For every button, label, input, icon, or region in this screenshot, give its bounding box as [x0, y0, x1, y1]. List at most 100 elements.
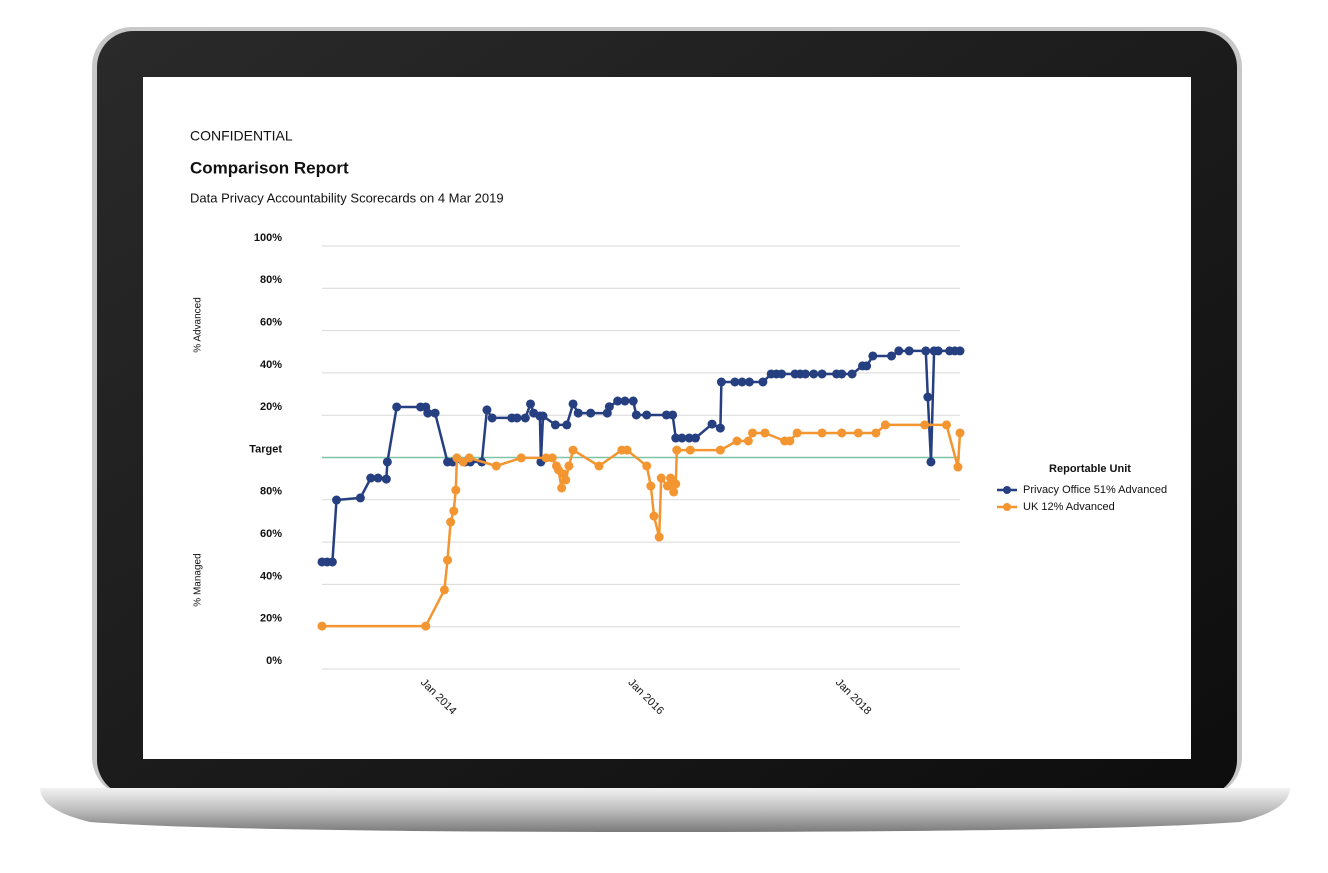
data-point — [853, 428, 863, 438]
data-point — [926, 457, 936, 467]
data-point — [669, 487, 679, 497]
data-point — [656, 473, 666, 483]
data-point — [685, 445, 695, 455]
data-point — [642, 410, 652, 420]
data-point — [631, 410, 641, 420]
data-point — [933, 346, 943, 356]
data-point — [373, 473, 383, 483]
data-point — [837, 428, 847, 438]
data-point — [671, 433, 681, 443]
y-tick-label: 60% — [260, 317, 282, 329]
data-point — [327, 557, 337, 567]
chart-title: Comparison Report — [190, 158, 349, 177]
data-point — [487, 413, 497, 423]
data-point — [520, 413, 530, 423]
data-point — [568, 399, 578, 409]
legend-label: Privacy Office 51% Advanced — [1023, 484, 1167, 496]
data-point — [792, 428, 802, 438]
data-point — [561, 475, 571, 485]
data-point — [381, 474, 391, 484]
laptop-base — [40, 788, 1290, 832]
data-point — [684, 433, 694, 443]
data-point — [642, 461, 652, 471]
data-point — [526, 399, 536, 409]
data-point — [748, 428, 758, 438]
data-point — [671, 479, 681, 489]
data-point — [817, 428, 827, 438]
data-point — [662, 481, 672, 491]
data-point — [800, 369, 810, 379]
data-point — [737, 377, 747, 387]
data-point — [594, 461, 604, 471]
y-tick-label: 80% — [260, 274, 282, 286]
data-point — [732, 436, 742, 446]
data-point — [760, 428, 770, 438]
data-point — [862, 361, 872, 371]
data-point — [562, 420, 572, 430]
data-point — [547, 453, 557, 463]
legend-marker — [1003, 503, 1011, 511]
data-point — [430, 408, 440, 418]
data-point — [942, 420, 952, 430]
data-point — [646, 481, 656, 491]
legend-label: UK 12% Advanced — [1023, 501, 1115, 513]
data-point — [568, 445, 578, 455]
data-point — [880, 420, 890, 430]
data-point — [449, 506, 459, 516]
data-point — [677, 433, 687, 443]
data-point — [743, 436, 753, 446]
data-point — [868, 351, 878, 361]
y-tick-label: 40% — [260, 359, 282, 371]
data-point — [604, 402, 614, 412]
data-point — [715, 445, 725, 455]
data-point — [707, 419, 717, 429]
y-tick-label: 80% — [260, 486, 282, 498]
legend-marker — [1003, 486, 1011, 494]
data-point — [955, 428, 965, 438]
data-point — [661, 410, 671, 420]
data-point — [613, 396, 623, 406]
chart-subtitle: Data Privacy Accountability Scorecards o… — [190, 190, 504, 205]
data-point — [392, 402, 402, 412]
data-point — [955, 346, 965, 356]
data-point — [516, 453, 526, 463]
data-point — [446, 517, 456, 527]
data-point — [439, 585, 449, 595]
data-point — [586, 408, 596, 418]
data-point — [382, 457, 392, 467]
data-point — [777, 369, 787, 379]
data-point — [672, 445, 682, 455]
data-point — [871, 428, 881, 438]
y-tick-label: 100% — [254, 232, 282, 244]
data-point — [317, 621, 327, 631]
data-point — [666, 473, 676, 483]
data-point — [837, 369, 847, 379]
y-axis-label-lower: % Managed — [193, 553, 204, 606]
data-point — [423, 408, 433, 418]
data-point — [668, 410, 678, 420]
data-point — [923, 392, 933, 402]
data-point — [491, 461, 501, 471]
data-point — [512, 413, 522, 423]
data-point — [817, 369, 827, 379]
data-point — [421, 621, 431, 631]
data-point — [482, 405, 492, 415]
data-point — [573, 408, 583, 418]
data-point — [715, 423, 725, 433]
data-point — [904, 346, 914, 356]
data-point — [620, 396, 630, 406]
legend-title: Reportable Unit — [1049, 463, 1131, 475]
y-tick-label: 20% — [260, 613, 282, 625]
data-point — [538, 411, 548, 421]
data-point — [887, 351, 897, 361]
data-point — [332, 495, 342, 505]
y-tick-label: Target — [249, 443, 282, 455]
y-tick-label: 0% — [266, 655, 282, 667]
y-tick-label: 20% — [260, 401, 282, 413]
data-point — [564, 461, 574, 471]
data-point — [716, 377, 726, 387]
data-point — [847, 369, 857, 379]
data-point — [744, 377, 754, 387]
data-point — [758, 377, 768, 387]
